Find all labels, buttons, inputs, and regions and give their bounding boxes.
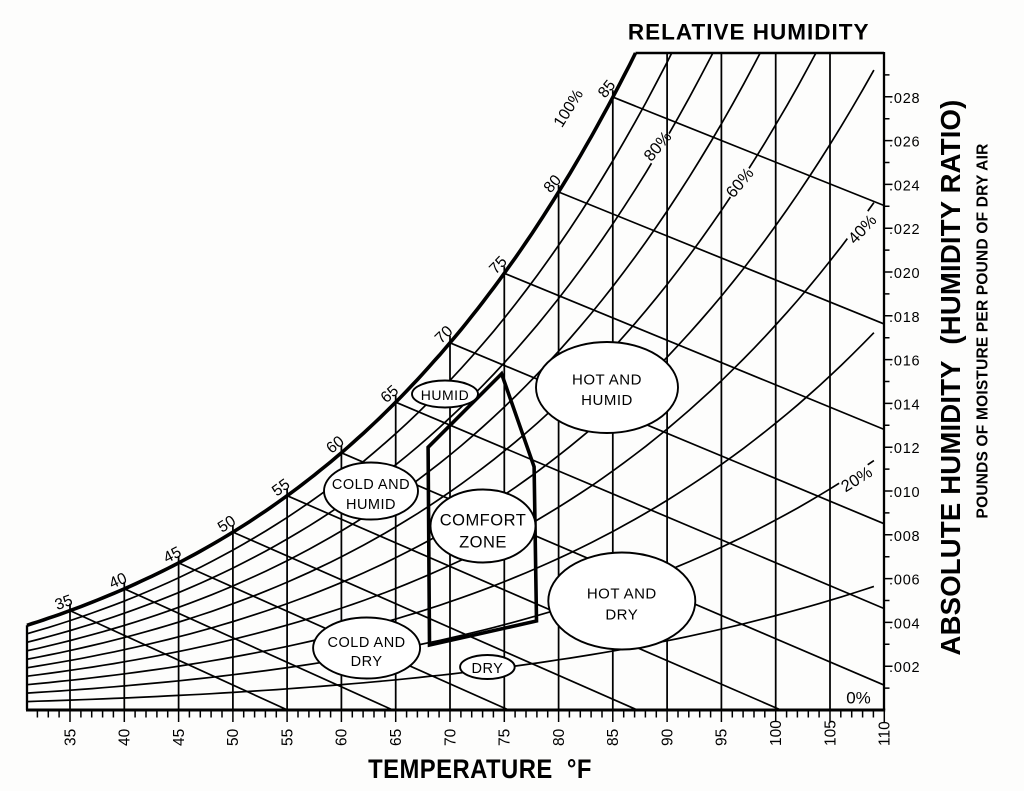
svg-text:105: 105 [822,720,839,746]
svg-text:DRY: DRY [605,607,638,624]
svg-text:.010: .010 [889,485,920,501]
svg-text:.006: .006 [889,573,920,589]
svg-text:95: 95 [714,729,731,746]
svg-text:HUMID: HUMID [581,392,633,409]
svg-text:110: 110 [877,721,894,746]
svg-text:40: 40 [117,728,134,746]
svg-text:.024: .024 [889,178,920,194]
svg-text:60: 60 [334,728,351,746]
svg-text:ZONE: ZONE [459,534,507,552]
svg-text:90: 90 [659,728,676,746]
svg-text:DRY: DRY [471,661,503,677]
svg-text:ABSOLUTE HUMIDITY (HUMIDITY R: ABSOLUTE HUMIDITY (HUMIDITY RATIO) [935,100,966,656]
svg-text:55: 55 [279,729,296,746]
svg-text:TEMPERATURE °F: TEMPERATURE °F [368,755,592,784]
svg-text:65: 65 [388,729,405,746]
svg-text:40: 40 [107,570,130,593]
svg-text:.002: .002 [889,660,920,676]
svg-text:45: 45 [171,729,188,746]
svg-text:50: 50 [225,728,242,746]
svg-text:.014: .014 [889,397,920,413]
svg-text:100: 100 [768,720,785,746]
svg-text:85: 85 [605,729,622,746]
svg-text:0%: 0% [846,688,871,707]
svg-text:.012: .012 [889,441,920,457]
svg-text:75: 75 [497,729,514,746]
svg-text:COLD AND: COLD AND [332,477,410,493]
svg-text:.022: .022 [889,222,920,238]
svg-text:.026: .026 [889,135,920,151]
svg-text:HOT AND: HOT AND [572,371,642,388]
svg-text:35: 35 [62,729,79,746]
svg-text:.004: .004 [889,616,920,632]
svg-text:.016: .016 [889,354,920,370]
svg-text:.020: .020 [889,266,920,282]
svg-text:.018: .018 [889,310,920,326]
svg-text:DRY: DRY [351,654,383,670]
svg-text:.028: .028 [889,91,920,107]
svg-text:80: 80 [551,728,568,746]
svg-text:POUNDS OF MOISTURE PER POUND O: POUNDS OF MOISTURE PER POUND OF DRY AIR [975,144,992,519]
svg-text:HUMID: HUMID [421,387,469,403]
svg-text:45: 45 [161,544,185,567]
svg-text:35: 35 [53,592,76,614]
svg-text:50: 50 [215,512,239,536]
svg-text:HUMID: HUMID [346,497,396,513]
svg-text:RELATIVE HUMIDITY: RELATIVE HUMIDITY [628,20,870,45]
svg-text:COMFORT: COMFORT [440,512,527,530]
svg-text:COLD AND: COLD AND [328,635,406,651]
svg-text:.008: .008 [889,529,920,545]
svg-text:70: 70 [442,728,459,746]
svg-text:HOT AND: HOT AND [587,586,657,603]
